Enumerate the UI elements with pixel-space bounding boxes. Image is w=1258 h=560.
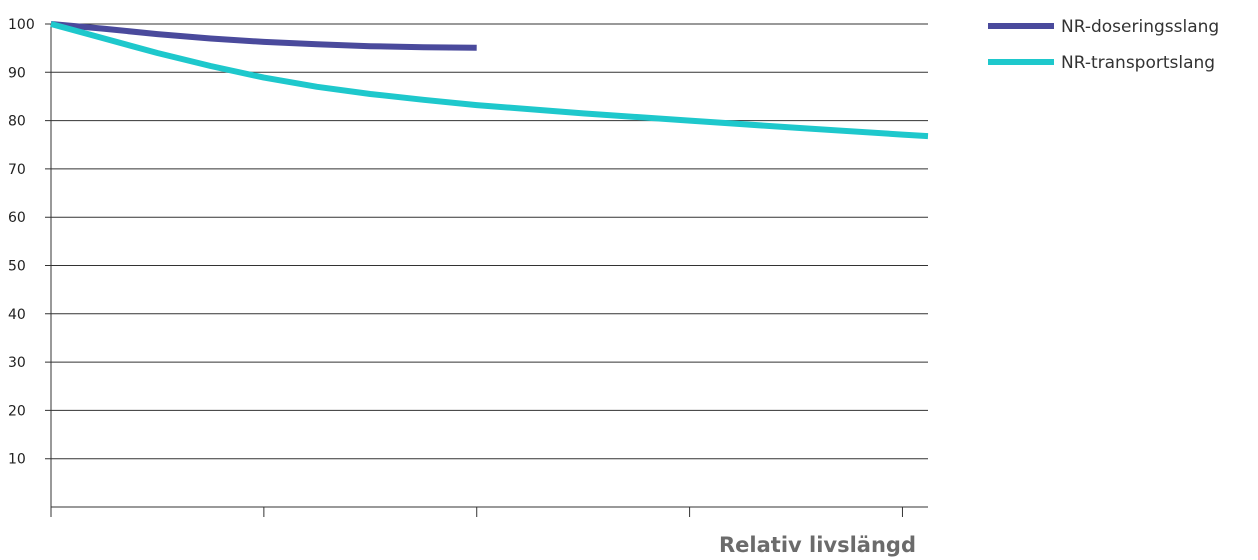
- series-line-NR-transportslang: [50, 21, 929, 140]
- legend-label: NR-transportslang: [1061, 53, 1215, 73]
- y-tick-label: 50: [8, 259, 26, 275]
- legend-label: NR-doseringsslang: [1061, 17, 1219, 37]
- y-tick-label: 20: [8, 403, 26, 419]
- y-tick-label: 80: [8, 114, 26, 130]
- legend: NR-doseringsslang NR-transportslang: [988, 17, 1219, 73]
- y-tick-label: 90: [8, 65, 26, 81]
- gridlines: [45, 23, 928, 460]
- x-axis-label: Relativ livslängd: [719, 533, 916, 557]
- y-tick-label: 40: [8, 307, 26, 323]
- y-tick-label: 60: [8, 210, 26, 226]
- y-tick-label: 100: [8, 17, 35, 33]
- y-tick-label: 10: [8, 452, 26, 468]
- axes: [50, 24, 928, 517]
- y-tick-labels: 10 20 30 40 50 60 70 80 90 100: [8, 17, 35, 468]
- y-tick-label: 70: [8, 162, 26, 178]
- series-line-NR-doseringsslang: [50, 21, 477, 51]
- y-tick-label: 30: [8, 355, 26, 371]
- series-lines: [50, 21, 929, 140]
